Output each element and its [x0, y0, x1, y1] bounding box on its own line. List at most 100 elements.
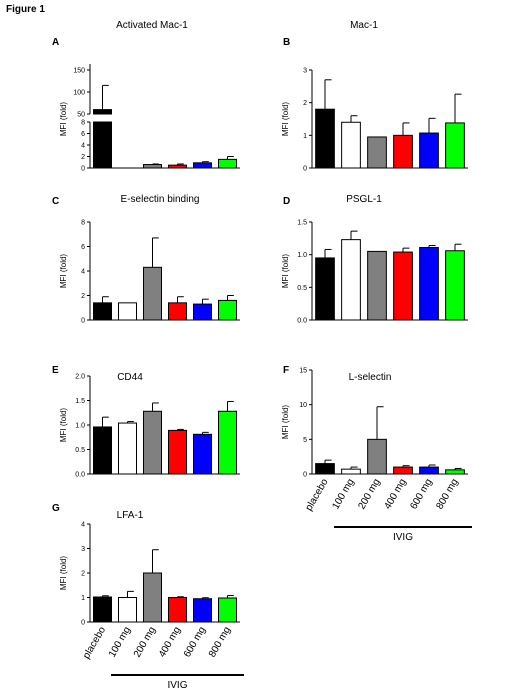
ytick-label-C: 2: [81, 293, 85, 300]
bar-A-4: [193, 162, 212, 169]
bar-F-2: [367, 438, 387, 475]
ylabel-C: MFI (fold): [59, 254, 68, 289]
ytick-label-B: 3: [303, 68, 307, 75]
ylabel-E: MFI (fold): [59, 408, 68, 443]
panel-letter-B: B: [283, 37, 290, 48]
bar-B-1: [341, 121, 361, 169]
bar-E-1: [118, 422, 137, 475]
ytick-label-C: 0: [81, 318, 85, 325]
bar-A-0-upper: [93, 109, 112, 115]
ytick-label-G: 3: [81, 546, 85, 553]
panel-title-E: CD44: [117, 372, 143, 383]
ytick-label-B: 0: [303, 166, 307, 173]
ytick-label-A: 150: [73, 68, 85, 75]
bar-F-5: [445, 469, 465, 475]
panel-title-C: E-selectin binding: [121, 194, 200, 205]
ytick-label-E: 1.0: [75, 423, 85, 430]
bar-E-4: [193, 433, 212, 475]
ytick-label-G: 4: [81, 522, 85, 529]
ytick-label-A: 100: [73, 90, 85, 97]
bar-C-4: [193, 303, 212, 321]
ytick-label-F: 10: [299, 402, 307, 409]
category-label-F-2: 200 mg: [356, 477, 382, 511]
ytick-label-D: 0.0: [297, 318, 307, 325]
bar-E-2: [143, 410, 162, 475]
bar-G-1: [118, 597, 137, 623]
panel-letter-C: C: [52, 196, 59, 207]
bar-G-0: [93, 596, 112, 623]
bar-A-0: [93, 121, 112, 169]
ytick-label-A: 2: [81, 154, 85, 161]
panel-title-B: Mac-1: [350, 20, 378, 31]
ylabel-F: MFI (fold): [281, 405, 290, 440]
category-label-G-5: 800 mg: [207, 625, 233, 659]
bar-F-4: [419, 466, 439, 475]
ytick-label-D: 0.5: [297, 285, 307, 292]
ytick-label-B: 2: [303, 100, 307, 107]
ytick-label-F: 0: [303, 472, 307, 479]
figure-title: Figure 1: [6, 4, 45, 15]
ytick-label-E: 0.5: [75, 447, 85, 454]
ivig-group-label-F: IVIG: [393, 532, 413, 543]
ylabel-D: MFI (fold): [281, 254, 290, 289]
bar-A-2: [143, 164, 162, 169]
panel-letter-F: F: [283, 365, 289, 376]
bar-C-3: [168, 302, 187, 321]
ytick-label-E: 0.0: [75, 472, 85, 479]
panel-title-F: L-selectin: [349, 372, 392, 383]
ytick-label-B: 1: [303, 133, 307, 140]
ytick-label-G: 1: [81, 595, 85, 602]
bar-D-1: [341, 239, 361, 321]
ytick-label-F: 15: [299, 368, 307, 375]
ytick-label-D: 1.5: [297, 220, 307, 227]
bar-C-2: [143, 266, 162, 321]
ytick-label-D: 1.0: [297, 252, 307, 259]
ylabel-G: MFI (fold): [59, 556, 68, 591]
ytick-label-E: 1.5: [75, 398, 85, 405]
bar-G-2: [143, 572, 162, 623]
bar-D-3: [393, 251, 413, 321]
bar-F-1: [341, 468, 361, 475]
category-label-F-3: 400 mg: [382, 477, 408, 511]
bar-D-4: [419, 246, 439, 321]
bar-C-1: [118, 302, 137, 321]
ytick-label-E: 2.0: [75, 374, 85, 381]
ylabel-A: MFI (fold): [59, 102, 68, 137]
ivig-group-label-G: IVIG: [167, 680, 187, 691]
category-label-F-4: 600 mg: [408, 477, 434, 511]
bar-A-3: [168, 164, 187, 169]
ytick-label-A: 4: [81, 143, 85, 150]
bar-F-0: [315, 463, 335, 475]
bar-G-3: [168, 597, 187, 623]
ytick-label-A: 8: [81, 120, 85, 127]
panel-title-G: LFA-1: [117, 510, 144, 521]
ytick-label-A: 0: [81, 166, 85, 173]
bar-F-3: [393, 466, 413, 475]
bar-C-0: [93, 302, 112, 321]
ylabel-B: MFI (fold): [281, 102, 290, 137]
category-label-F-5: 800 mg: [434, 477, 460, 511]
ytick-label-A: 50: [77, 112, 85, 119]
bar-D-0: [315, 257, 335, 321]
category-label-G-2: 200 mg: [132, 625, 158, 659]
category-label-G-0: placebo: [81, 625, 108, 661]
ytick-label-A: 6: [81, 131, 85, 138]
category-label-G-4: 600 mg: [182, 625, 208, 659]
bar-B-2: [367, 136, 387, 169]
ytick-label-G: 0: [81, 620, 85, 627]
category-label-G-1: 100 mg: [107, 625, 133, 659]
ytick-label-C: 6: [81, 244, 85, 251]
bar-A-5: [218, 158, 237, 169]
bar-B-0: [315, 108, 335, 169]
category-label-F-0: placebo: [304, 477, 331, 513]
ytick-label-G: 2: [81, 571, 85, 578]
bar-E-0: [93, 426, 112, 475]
ytick-label-C: 8: [81, 220, 85, 227]
panel-letter-D: D: [283, 196, 290, 207]
bar-B-4: [419, 132, 439, 169]
bar-B-3: [393, 134, 413, 169]
bar-C-5: [218, 299, 237, 321]
panel-letter-G: G: [52, 503, 60, 514]
ytick-label-C: 4: [81, 269, 85, 276]
